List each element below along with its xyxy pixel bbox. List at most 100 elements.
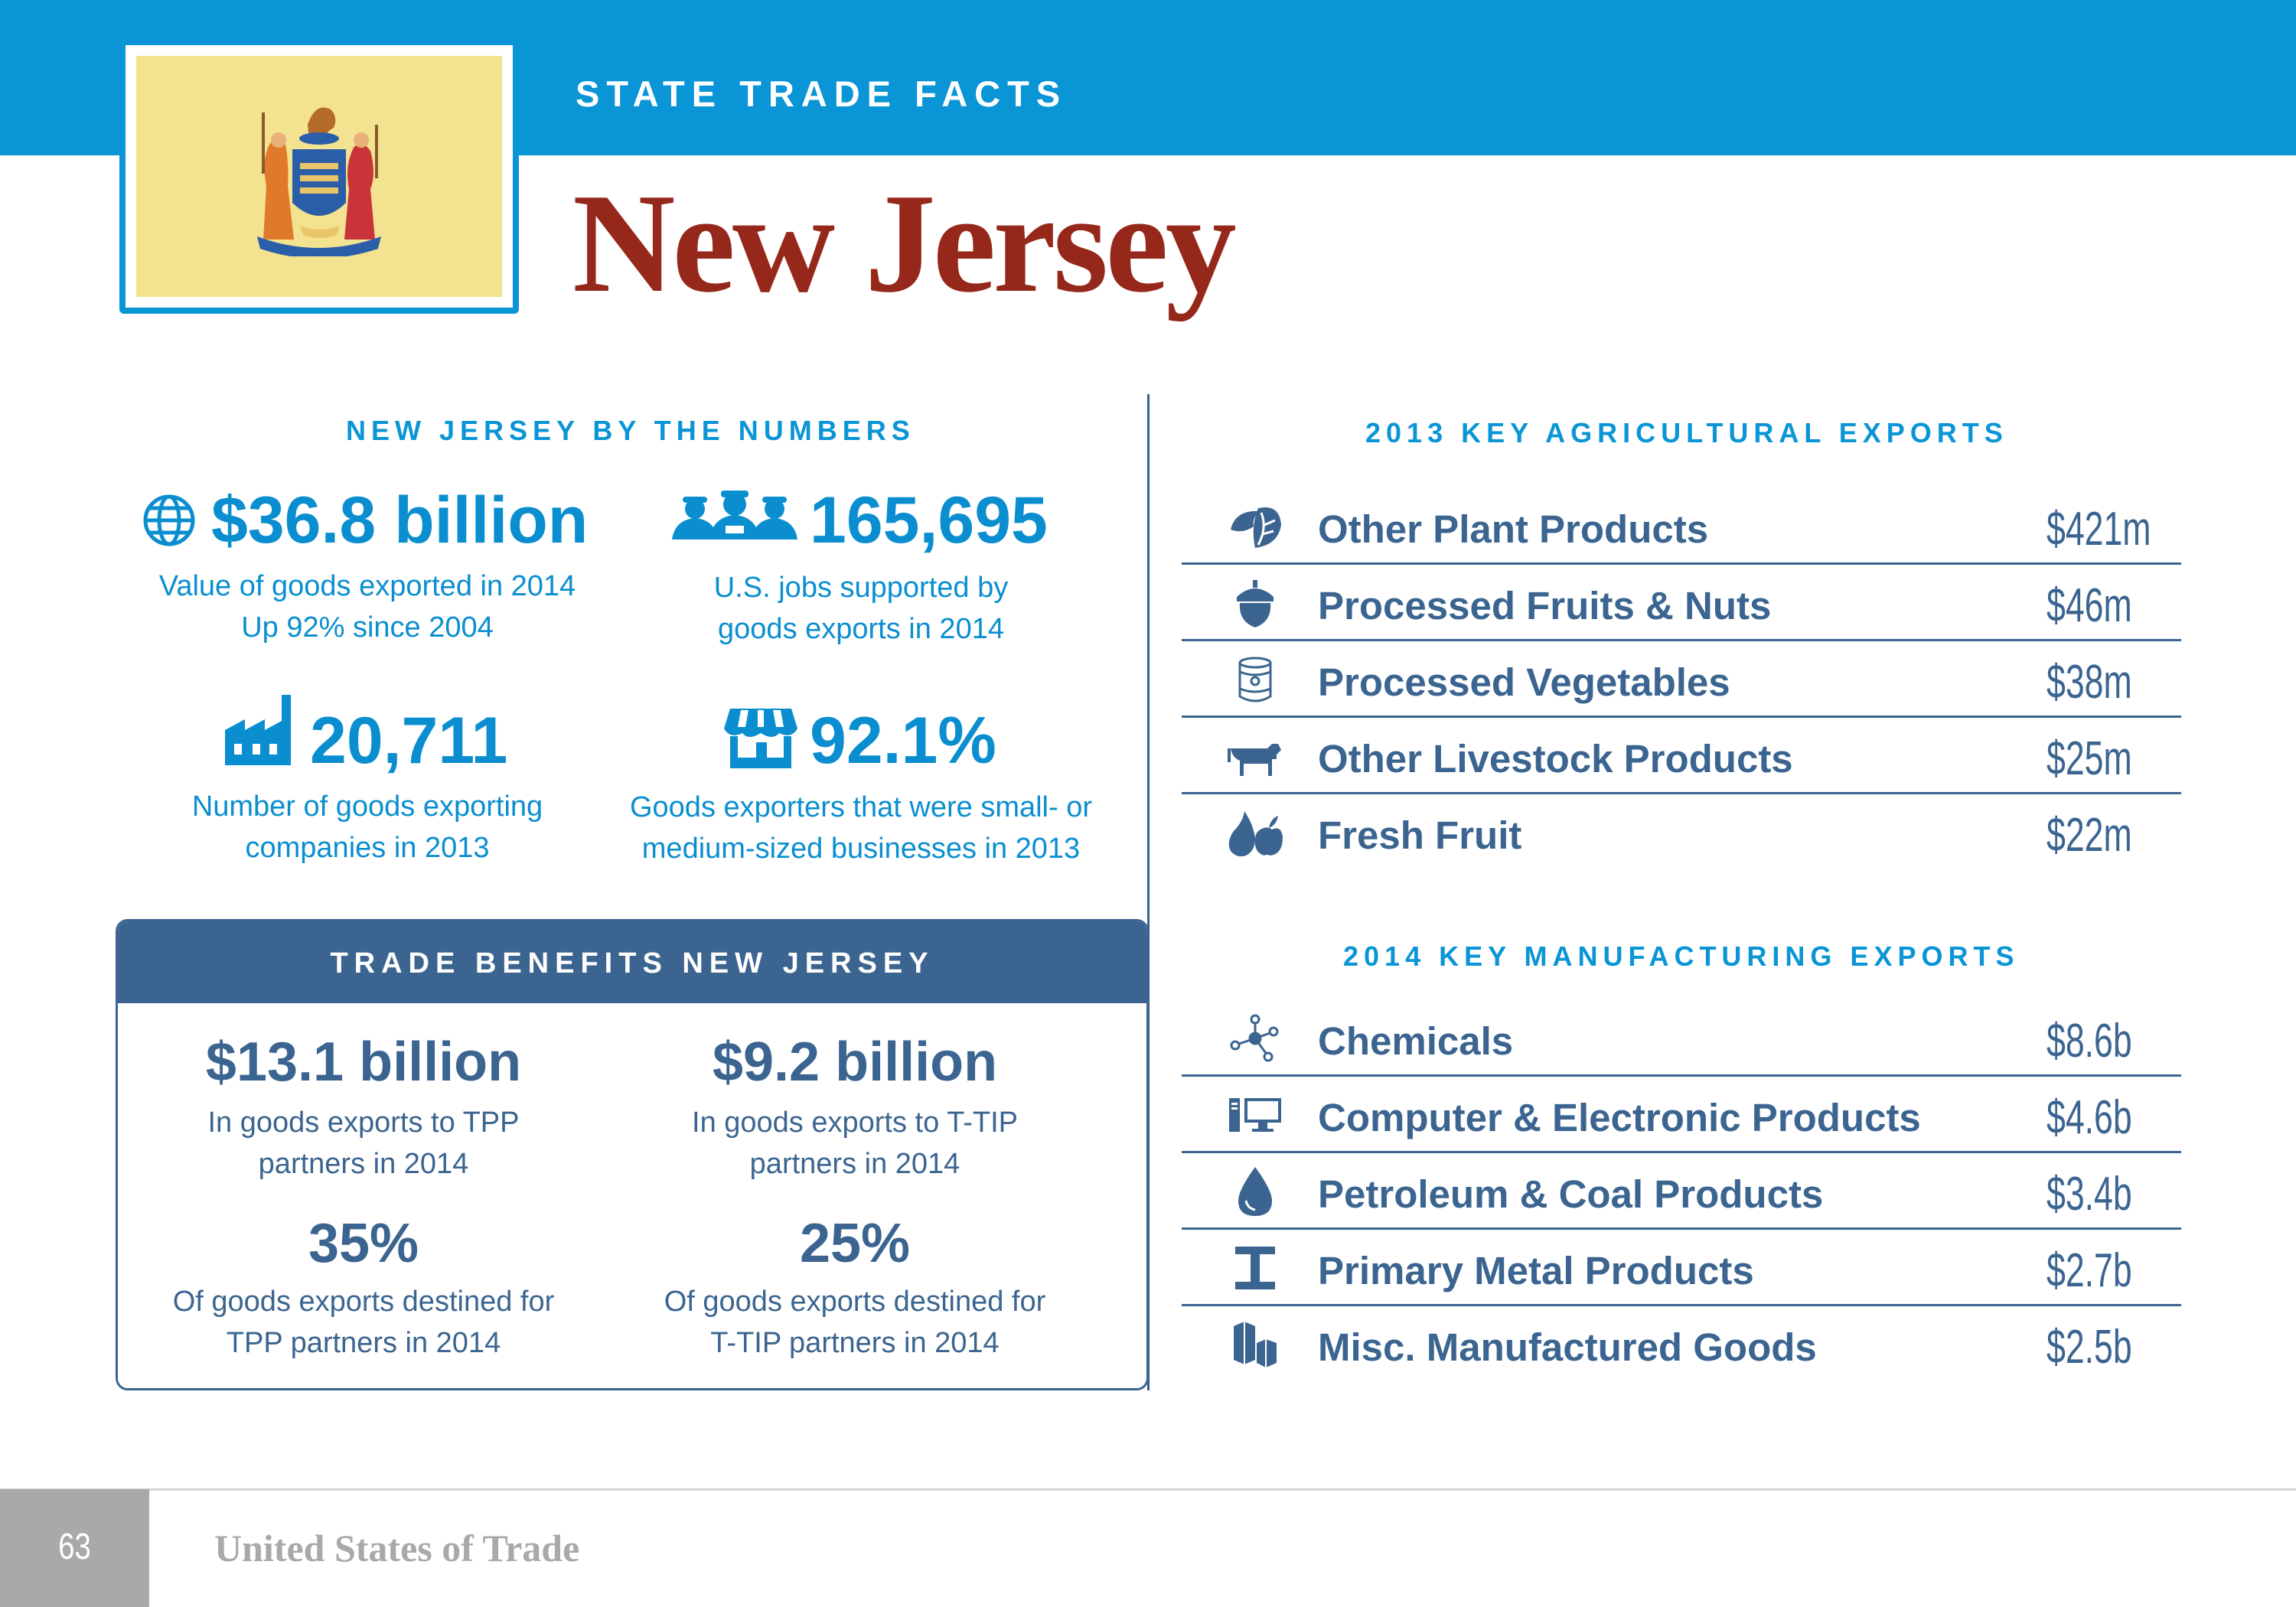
benefit-ttip-desc-line1: In goods exports to T-TIP xyxy=(692,1107,1018,1139)
state-seal-icon xyxy=(257,107,381,256)
benefit-ttip-share-desc: Of goods exports destined for T-TIP part… xyxy=(609,1281,1101,1364)
benefit-tpp-share-desc: Of goods exports destined for TPP partne… xyxy=(118,1281,609,1364)
page-title: New Jersey xyxy=(572,165,1237,322)
ag-value: $25m xyxy=(2047,732,2132,785)
mfg-row: Primary Metal Products $2.7b xyxy=(1182,1230,2181,1306)
page-number: 63 xyxy=(58,1527,91,1567)
agriculture-heading: 2013 KEY AGRICULTURAL EXPORTS xyxy=(1365,417,2008,448)
cow-icon xyxy=(1228,744,1281,776)
trade-benefits-panel: TRADE BENEFITS NEW JERSEY $13.1 billion … xyxy=(116,919,1149,1390)
ag-label: Fresh Fruit xyxy=(1318,813,1522,857)
oil-drop-icon xyxy=(1238,1167,1272,1216)
ag-value: $38m xyxy=(2047,656,2132,709)
ag-label: Processed Vegetables xyxy=(1318,660,1730,704)
mfg-label: Chemicals xyxy=(1318,1019,1514,1063)
row-divider xyxy=(1182,1227,2181,1230)
ag-value: $421m xyxy=(2047,503,2151,556)
benefit-tpp-share-desc-line2: TPP partners in 2014 xyxy=(226,1327,501,1359)
boxes-icon xyxy=(1234,1322,1277,1367)
benefit-ttip-desc-line2: partners in 2014 xyxy=(749,1148,960,1180)
row-divider xyxy=(1182,1151,2181,1153)
mfg-row: Petroleum & Coal Products $3.4b xyxy=(1182,1153,2181,1230)
ag-row: Other Plant Products $421m xyxy=(1182,488,2181,565)
benefit-tpp-value: $13.1 billion xyxy=(205,1032,522,1093)
stat-companies-value: 20,711 xyxy=(310,704,508,777)
benefit-ttip-share-desc-line2: T-TIP partners in 2014 xyxy=(710,1327,1000,1359)
factory-icon xyxy=(225,695,291,765)
row-divider xyxy=(1182,792,2181,794)
mfg-label: Computer & Electronic Products xyxy=(1318,1096,1921,1139)
ag-value: $22m xyxy=(2047,809,2132,862)
mfg-value: $8.6b xyxy=(2047,1015,2132,1068)
leaf-icon xyxy=(1231,507,1281,548)
numbers-heading: NEW JERSEY BY THE NUMBERS xyxy=(346,415,915,446)
computer-icon xyxy=(1229,1098,1281,1132)
benefit-ttip-share-desc-line1: Of goods exports destined for xyxy=(664,1286,1046,1318)
benefit-tpp-share-desc-line1: Of goods exports destined for xyxy=(172,1286,555,1318)
ag-row: Processed Vegetables $38m xyxy=(1182,641,2181,718)
globe-icon xyxy=(143,494,195,546)
ag-label: Other Livestock Products xyxy=(1318,737,1793,781)
mfg-label: Petroleum & Coal Products xyxy=(1318,1172,1824,1216)
footer-divider xyxy=(0,1488,2296,1491)
workers-icon xyxy=(672,491,797,539)
column-divider xyxy=(1147,394,1150,1390)
benefit-ttip-share-value: 25% xyxy=(799,1213,911,1274)
benefit-tpp-desc-line1: In goods exports to TPP xyxy=(207,1107,520,1139)
i-beam-icon xyxy=(1235,1247,1275,1289)
stat-sme-desc-line2: medium-sized businesses in 2013 xyxy=(641,833,1081,865)
stat-jobs-desc-line1: U.S. jobs supported by xyxy=(713,572,1009,604)
stat-companies-desc-line1: Number of goods exporting xyxy=(191,790,543,823)
row-divider xyxy=(1182,1304,2181,1306)
ag-row: Fresh Fruit $22m xyxy=(1182,794,2181,871)
stat-sme-value: 92.1% xyxy=(810,704,996,777)
benefit-ttip-value: $9.2 billion xyxy=(712,1032,998,1093)
mfg-row: Misc. Manufactured Goods $2.5b xyxy=(1182,1306,2181,1383)
benefit-tpp-share-value: 35% xyxy=(308,1213,419,1274)
publication-name: United States of Trade xyxy=(214,1527,580,1570)
ag-value: $46m xyxy=(2047,579,2132,632)
stat-sme-desc-line1: Goods exporters that were small- or xyxy=(629,791,1092,823)
stat-jobs-desc-line2: goods exports in 2014 xyxy=(718,613,1004,645)
can-icon xyxy=(1238,657,1272,702)
mfg-row: Computer & Electronic Products $4.6b xyxy=(1182,1077,2181,1153)
mfg-label: Misc. Manufactured Goods xyxy=(1318,1325,1817,1369)
stat-companies-desc: Number of goods exporting companies in 2… xyxy=(107,786,628,869)
mfg-value: $3.4b xyxy=(2047,1168,2132,1221)
benefit-ttip-desc: In goods exports to T-TIP partners in 20… xyxy=(609,1102,1101,1185)
mfg-label: Primary Metal Products xyxy=(1318,1249,1754,1292)
state-flag xyxy=(136,56,502,297)
stat-jobs-value: 165,695 xyxy=(810,484,1048,557)
trade-benefits-heading: TRADE BENEFITS NEW JERSEY xyxy=(330,947,934,980)
ag-label: Processed Fruits & Nuts xyxy=(1318,584,1772,627)
mfg-value: $2.5b xyxy=(2047,1321,2132,1374)
stat-companies-desc-line2: companies in 2013 xyxy=(245,832,490,864)
row-divider xyxy=(1182,715,2181,718)
row-divider xyxy=(1182,562,2181,565)
ag-row: Processed Fruits & Nuts $46m xyxy=(1182,565,2181,641)
stat-export-desc: Value of goods exported in 2014 Up 92% s… xyxy=(107,566,628,648)
row-divider xyxy=(1182,1074,2181,1077)
manufacturing-heading: 2014 KEY MANUFACTURING EXPORTS xyxy=(1343,940,2020,972)
stat-export-desc-line1: Value of goods exported in 2014 xyxy=(158,570,576,602)
benefit-tpp-desc: In goods exports to TPP partners in 2014 xyxy=(118,1102,609,1185)
molecule-icon xyxy=(1230,1014,1279,1062)
benefit-tpp-desc-line2: partners in 2014 xyxy=(258,1148,469,1180)
row-divider xyxy=(1182,639,2181,641)
stat-export-value: $36.8 billion xyxy=(211,484,589,557)
trade-benefits-header: TRADE BENEFITS NEW JERSEY xyxy=(118,921,1146,1003)
mfg-value: $4.6b xyxy=(2047,1091,2132,1144)
stat-jobs-desc: U.S. jobs supported by goods exports in … xyxy=(605,567,1117,650)
stat-export-desc-line2: Up 92% since 2004 xyxy=(241,611,494,644)
page-number-box: 63 xyxy=(0,1489,149,1607)
state-flag-frame xyxy=(119,39,519,314)
storefront-icon xyxy=(724,709,797,768)
stat-sme-desc: Goods exporters that were small- or medi… xyxy=(605,787,1117,869)
ag-label: Other Plant Products xyxy=(1318,507,1709,551)
mfg-row: Chemicals $8.6b xyxy=(1182,1000,2181,1077)
ag-row: Other Livestock Products $25m xyxy=(1182,718,2181,794)
acorn-icon xyxy=(1237,580,1274,627)
fruit-icon xyxy=(1228,811,1283,857)
header-kicker: STATE TRADE FACTS xyxy=(576,73,1068,114)
mfg-value: $2.7b xyxy=(2047,1244,2132,1297)
